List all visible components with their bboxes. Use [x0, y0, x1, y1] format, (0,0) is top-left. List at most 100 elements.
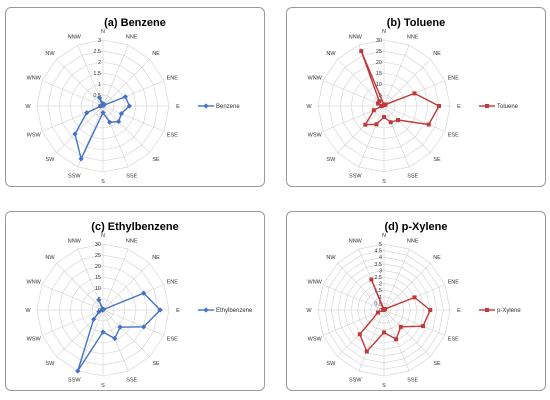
grid-spoke — [383, 309, 446, 336]
direction-label: E — [457, 308, 461, 314]
direction-label: NNE — [407, 35, 419, 41]
legend-label: Toluene — [497, 104, 519, 110]
legend-marker — [485, 104, 489, 108]
direction-label: ESE — [448, 337, 459, 343]
direction-label: WNW — [27, 279, 42, 285]
tick-label: 4.5 — [374, 249, 382, 255]
data-point — [426, 122, 431, 127]
tick-label: 1 — [379, 295, 382, 301]
direction-label: NE — [152, 255, 160, 261]
data-point — [388, 120, 393, 125]
tick-label: 15 — [376, 71, 382, 77]
direction-label: SSW — [349, 377, 362, 383]
direction-label: NNW — [349, 35, 363, 41]
tick-label: 0.5 — [93, 93, 101, 99]
grid-spoke — [56, 105, 104, 153]
grid-spoke — [102, 263, 150, 311]
direction-label: NW — [326, 255, 336, 261]
grid-spoke — [383, 248, 410, 311]
direction-label: NE — [433, 255, 441, 261]
chart-title: (b) Toluene — [387, 17, 445, 29]
data-point — [112, 335, 118, 342]
direction-label: SSW — [349, 173, 362, 179]
tick-label: 5 — [379, 242, 382, 248]
direction-label: NE — [433, 51, 441, 57]
data-point — [381, 307, 386, 312]
grid-spoke — [102, 309, 165, 336]
direction-label: ENE — [448, 279, 460, 285]
direction-label: N — [382, 233, 386, 239]
legend-marker — [203, 103, 209, 109]
tick-label: 2.5 — [374, 275, 382, 281]
data-point — [364, 349, 369, 354]
data-point — [359, 49, 364, 54]
direction-label: NNW — [68, 35, 82, 41]
grid-spoke — [383, 59, 431, 107]
data-point — [118, 110, 124, 117]
grid-spoke — [56, 59, 104, 107]
tick-label: 1.5 — [374, 288, 382, 294]
tick-label: 0.5 — [374, 301, 382, 307]
grid-spoke — [102, 44, 129, 107]
grid-spoke — [322, 309, 385, 336]
direction-label: SE — [152, 361, 160, 367]
tick-label: 25 — [376, 49, 382, 55]
data-point — [100, 110, 106, 116]
direction-label: ESE — [167, 337, 178, 343]
direction-label: WNW — [308, 279, 323, 285]
direction-label: NNE — [126, 239, 138, 245]
direction-label: SSE — [126, 173, 137, 179]
direction-label: SSE — [126, 377, 137, 383]
direction-label: E — [457, 104, 461, 110]
direction-label: SSE — [407, 173, 418, 179]
direction-label: SE — [152, 157, 160, 163]
direction-label: WNW — [308, 75, 323, 81]
direction-label: SE — [433, 157, 441, 163]
data-point — [141, 324, 147, 330]
data-point — [382, 115, 386, 119]
direction-label: N — [382, 29, 386, 35]
data-point — [412, 295, 417, 300]
chart-title: (d) p-Xylene — [385, 221, 448, 233]
data-point — [357, 332, 362, 337]
data-point — [377, 99, 382, 104]
grid-spoke — [358, 309, 385, 372]
data-point — [115, 118, 122, 125]
data-point — [421, 324, 426, 329]
grid-spoke — [56, 263, 104, 311]
direction-label: SSE — [407, 377, 418, 383]
grid-spoke — [337, 105, 385, 153]
tick-label: 30 — [376, 38, 382, 44]
data-point — [383, 102, 388, 107]
chart-title: (c) Ethylbenzene — [91, 221, 178, 233]
direction-label: NE — [152, 51, 160, 57]
data-point — [412, 91, 417, 96]
grid-spoke — [102, 105, 150, 153]
data-point — [107, 119, 113, 125]
direction-label: W — [306, 308, 312, 314]
direction-label: N — [101, 29, 105, 35]
direction-label: W — [25, 308, 31, 314]
data-point — [157, 307, 163, 313]
direction-label: E — [176, 104, 180, 110]
grid-spoke — [383, 263, 431, 311]
grid-spoke — [383, 44, 410, 107]
tick-label: 3 — [379, 268, 382, 274]
legend-label: p-Xylene — [497, 308, 521, 314]
data-point — [396, 118, 401, 123]
grid-spoke — [102, 309, 129, 372]
data-point — [379, 104, 384, 108]
direction-label: SW — [327, 361, 337, 367]
data-point — [375, 101, 380, 106]
tick-label: 15 — [95, 275, 101, 281]
grid-spoke — [322, 284, 385, 311]
legend-label: Benzene — [216, 104, 240, 110]
data-point — [382, 330, 386, 335]
tick-label: 30 — [95, 242, 101, 248]
direction-label: NNE — [126, 35, 138, 41]
direction-label: S — [101, 179, 105, 185]
direction-label: NNW — [349, 239, 363, 245]
direction-label: SW — [327, 157, 337, 163]
direction-label: S — [101, 383, 105, 389]
